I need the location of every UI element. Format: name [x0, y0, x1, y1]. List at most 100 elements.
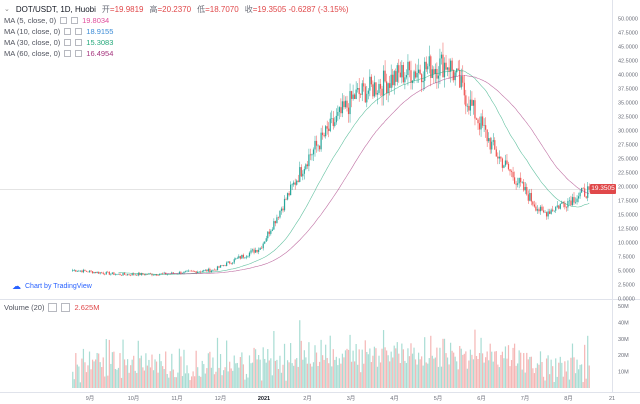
- volume-bar: [169, 371, 171, 388]
- volume-bar: [366, 351, 368, 388]
- candle-body: [523, 182, 525, 191]
- candle-body: [248, 252, 251, 257]
- volume-bar: [565, 371, 567, 388]
- visibility-icon[interactable]: [64, 28, 72, 35]
- volume-bar: [102, 357, 104, 388]
- volume-bar: [587, 335, 589, 388]
- candle-body: [521, 182, 523, 183]
- volume-bar: [524, 372, 526, 388]
- volume-bar: [446, 357, 449, 388]
- settings-icon[interactable]: [71, 17, 79, 24]
- volume-bar: [303, 350, 305, 388]
- volume-bar: [392, 357, 394, 388]
- volume-bar: [282, 364, 284, 388]
- candle-body: [116, 274, 118, 275]
- volume-bar: [268, 360, 270, 388]
- volume-bar: [527, 359, 529, 388]
- visibility-icon[interactable]: [64, 39, 72, 46]
- visibility-icon[interactable]: [60, 17, 68, 24]
- volume-bar: [363, 363, 365, 388]
- y-tick-label: 40.0000: [618, 73, 638, 79]
- collapse-icon[interactable]: ⌄: [4, 6, 10, 13]
- candle-body: [477, 119, 479, 124]
- candle-body: [350, 91, 353, 99]
- x-tick-label: 5月: [434, 395, 443, 402]
- candle-body: [253, 249, 255, 253]
- candle-body: [574, 201, 577, 203]
- candle-body: [222, 265, 225, 266]
- volume-bar: [410, 343, 412, 388]
- volume-legend[interactable]: Volume (20) 2.625M: [4, 303, 99, 312]
- visibility-icon[interactable]: [48, 303, 58, 312]
- volume-bar: [407, 348, 409, 388]
- candle-body: [552, 209, 554, 211]
- candle-body: [198, 271, 200, 273]
- candle-body: [524, 187, 526, 191]
- candle-body: [486, 129, 488, 142]
- tradingview-link[interactable]: ☁ Chart by TradingView: [12, 281, 92, 292]
- candle-body: [430, 56, 432, 78]
- volume-bar: [99, 362, 101, 388]
- volume-bar: [140, 355, 142, 388]
- volume-bar: [317, 366, 319, 388]
- candle-body: [568, 200, 571, 202]
- volume-bar: [486, 351, 488, 388]
- volume-bar: [384, 347, 386, 388]
- candle-body: [88, 270, 91, 273]
- volume-bar: [544, 380, 546, 388]
- candle-body: [322, 132, 324, 136]
- volume-bar: [117, 367, 120, 388]
- ma-legend-10[interactable]: MA (10, close, 0) 18.9155: [4, 26, 349, 37]
- ma-label: MA (10, close, 0): [4, 27, 61, 36]
- ma-value: 16.4954: [86, 49, 114, 58]
- candle-body: [408, 61, 411, 71]
- candle-body: [417, 69, 420, 73]
- ma-legend-5[interactable]: MA (5, close, 0) 19.8034: [4, 15, 349, 26]
- volume-bar: [561, 362, 563, 388]
- volume-bar: [171, 353, 173, 388]
- ma-value: 15.3083: [86, 38, 114, 47]
- volume-bar: [218, 367, 220, 388]
- volume-bar: [244, 379, 246, 388]
- candle-body: [84, 269, 86, 271]
- volume-bar: [216, 337, 219, 388]
- candle-body: [337, 112, 339, 116]
- ma-legend-30[interactable]: MA (30, close, 0) 15.3083: [4, 37, 349, 48]
- x-tick-label: 4月: [390, 395, 399, 402]
- candle-body: [512, 172, 514, 178]
- settings-icon[interactable]: [61, 303, 71, 312]
- volume-bar: [151, 354, 153, 388]
- volume-bar: [312, 362, 315, 388]
- candle-body: [206, 269, 208, 272]
- candle-body: [290, 184, 292, 196]
- y-tick-label: 10.0000: [618, 241, 638, 247]
- volume-bar: [395, 348, 397, 388]
- volume-bar: [430, 335, 432, 388]
- candle-body: [539, 206, 542, 212]
- candle-body: [558, 205, 560, 209]
- candle-body: [344, 100, 347, 108]
- candle-body: [235, 258, 237, 260]
- volume-bar: [367, 354, 369, 388]
- candle-body: [384, 70, 386, 82]
- candle-body: [229, 261, 231, 264]
- ma-legend-60[interactable]: MA (60, close, 0) 16.4954: [4, 48, 349, 59]
- visibility-icon[interactable]: [64, 50, 72, 57]
- candle-body: [131, 273, 133, 276]
- candle-body: [114, 274, 117, 275]
- candle-body: [201, 271, 203, 272]
- candle-body: [385, 81, 388, 94]
- settings-icon[interactable]: [75, 28, 83, 35]
- settings-icon[interactable]: [75, 50, 83, 57]
- volume-bar: [451, 350, 453, 388]
- candle-body: [104, 273, 106, 275]
- volume-tick-label: 20M: [618, 353, 629, 359]
- candle-body: [507, 163, 510, 170]
- settings-icon[interactable]: [75, 39, 83, 46]
- candle-body: [576, 198, 578, 202]
- y-tick-label: 5.0000: [618, 269, 635, 275]
- volume-bar: [152, 370, 155, 388]
- candle-body: [478, 123, 481, 130]
- candle-body: [567, 201, 569, 208]
